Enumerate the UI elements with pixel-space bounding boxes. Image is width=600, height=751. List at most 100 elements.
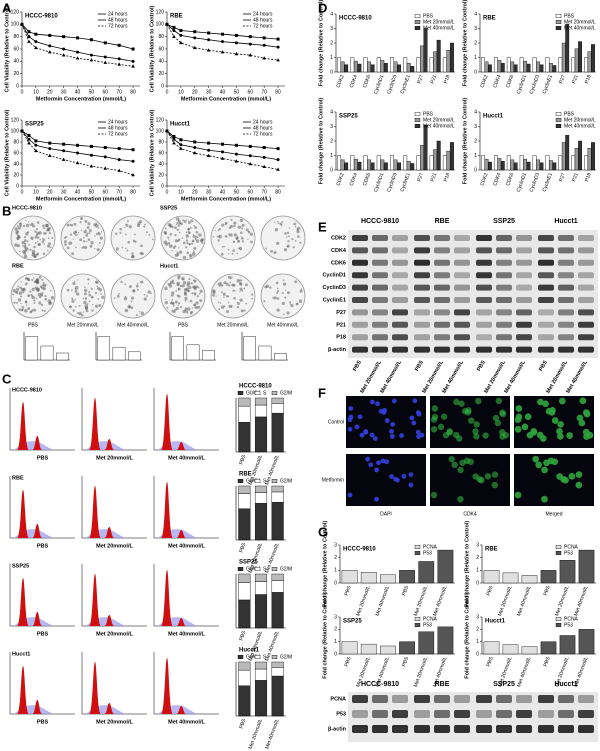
legend-label: PCNA [564, 544, 579, 550]
blot-band [454, 259, 470, 266]
y-tick-label: 120 [11, 9, 20, 15]
legend-swatch [555, 13, 562, 18]
marker [62, 142, 66, 146]
colony [94, 235, 96, 237]
cell-line-header: HCCC-9810 [361, 218, 399, 225]
cell [359, 432, 365, 438]
colony [29, 248, 32, 251]
colony [77, 231, 80, 234]
protein-label: CDK6 [331, 260, 346, 266]
colony [193, 303, 196, 307]
colony [281, 292, 284, 295]
colony [31, 238, 34, 240]
x-tick-label: P21 [571, 74, 580, 85]
bar [545, 155, 550, 171]
colony [28, 243, 31, 246]
bar-segment [238, 422, 251, 453]
y-tick-label: 100 [11, 22, 20, 28]
colony [290, 303, 294, 308]
y-tick-label: 100 [156, 128, 165, 134]
blot-band [476, 284, 492, 291]
colony [35, 227, 39, 231]
chart-title: HCCC-9810 [239, 384, 272, 390]
colony [24, 242, 27, 245]
colony [276, 297, 280, 300]
colony [165, 298, 167, 300]
colony [68, 241, 72, 246]
colony [69, 224, 72, 226]
bar [578, 629, 595, 655]
colony [152, 238, 154, 241]
colony [33, 299, 36, 302]
blot-band [496, 297, 512, 303]
blot-band [352, 247, 368, 254]
blot-band [392, 235, 408, 241]
blot-band [434, 321, 450, 328]
colony [193, 250, 195, 253]
treatment-label: PBS [28, 322, 39, 328]
legend-swatch [414, 117, 421, 122]
colony [164, 227, 167, 230]
colony [187, 221, 191, 224]
bar [565, 23, 570, 73]
blot-band [414, 297, 430, 303]
y-tick-label: 0 [476, 580, 479, 586]
colony [25, 223, 30, 228]
x-tick-label: PBS [401, 655, 410, 667]
blot-band [578, 247, 594, 254]
colony [178, 231, 181, 234]
x-tick-label: P18 [443, 172, 452, 183]
colony [88, 232, 91, 234]
bar [584, 155, 589, 171]
colony [230, 305, 233, 308]
colony [218, 227, 221, 231]
blot-band [434, 695, 450, 703]
colony [177, 219, 181, 223]
colony [176, 281, 180, 286]
colony [100, 231, 103, 233]
y-tick-label: 80 [13, 34, 19, 40]
marker [206, 153, 211, 158]
cell [451, 461, 458, 469]
y-axis-label: Fold change (Relative to Control) [322, 592, 328, 679]
marker [179, 143, 183, 147]
cell [473, 421, 480, 428]
blot-band [476, 346, 492, 353]
x-tick-label: 50 [89, 189, 95, 195]
colony [269, 286, 272, 289]
colony [168, 239, 170, 241]
legend-label: G0/G1 [246, 390, 261, 396]
colony [185, 219, 188, 221]
y-axis-label: Fold change (Relative to Control) [464, 592, 470, 679]
cell [440, 413, 448, 420]
colony [42, 283, 47, 288]
colony [17, 285, 19, 288]
colony [225, 282, 229, 286]
cell [347, 426, 353, 432]
y-tick-label: 3 [330, 26, 333, 32]
blot-band [538, 247, 554, 254]
colony [279, 222, 283, 226]
blot-band [392, 710, 408, 718]
cell-line-header: SSP25 [493, 218, 515, 225]
bar-segment [254, 397, 268, 406]
blot-band [538, 272, 554, 279]
cell [537, 398, 544, 406]
legend-swatch [414, 551, 421, 556]
cell [415, 410, 421, 416]
bar [397, 162, 401, 171]
bar [574, 48, 579, 73]
colony [83, 292, 87, 296]
y-tick-label: 40 [158, 59, 164, 65]
colony [12, 288, 17, 293]
cell [389, 433, 395, 439]
blot-band [352, 710, 368, 718]
legend-label: 48 hours [253, 125, 273, 131]
bar [497, 158, 502, 171]
colony [284, 232, 287, 235]
bar-segment [238, 485, 251, 494]
colony [185, 310, 189, 314]
bar [340, 159, 345, 171]
colony [137, 283, 139, 285]
colony [186, 251, 190, 255]
